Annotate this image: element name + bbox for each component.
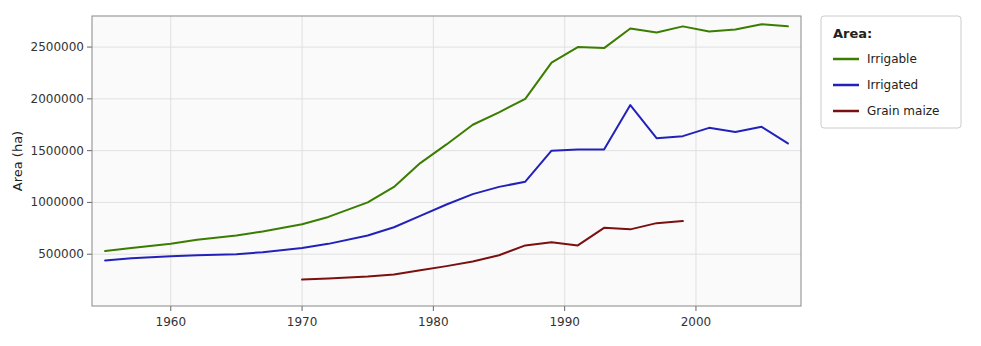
chart-container: 500000 1000000 1500000 2000000 2500000 1960 19… bbox=[0, 0, 981, 346]
tick-mark bbox=[433, 306, 434, 311]
axes: 500000 1000000 1500000 2000000 2500000 1960 19… bbox=[31, 16, 801, 329]
tick-mark bbox=[170, 306, 171, 311]
series-line bbox=[105, 24, 788, 251]
series-line bbox=[105, 105, 788, 260]
tick-label: 1990 bbox=[549, 315, 580, 329]
tick-mark bbox=[695, 306, 696, 311]
legend-title: Area: bbox=[833, 26, 872, 41]
legend-label: Irrigated bbox=[867, 78, 918, 92]
legend-swatch bbox=[833, 58, 859, 61]
grid-line bbox=[92, 98, 801, 99]
tick-label: 1000000 bbox=[31, 195, 84, 209]
tick-label: 1980 bbox=[418, 315, 449, 329]
legend-swatch bbox=[833, 84, 859, 87]
tick-label: 2000 bbox=[681, 315, 712, 329]
y-axis-label: Area (ha) bbox=[10, 131, 25, 191]
legend: Area: Irrigable Irrigated Grain maize bbox=[821, 16, 961, 128]
tick-mark bbox=[302, 306, 303, 311]
grid-line bbox=[433, 16, 434, 306]
tick-label: 2500000 bbox=[31, 40, 84, 54]
chart: 500000 1000000 1500000 2000000 2500000 1960 19… bbox=[0, 0, 981, 346]
series-line bbox=[302, 221, 683, 280]
legend-label: Grain maize bbox=[867, 104, 939, 118]
tick-label: 500000 bbox=[38, 247, 84, 261]
tick-label: 1500000 bbox=[31, 144, 84, 158]
lines bbox=[105, 24, 788, 279]
legend-swatch bbox=[833, 110, 859, 113]
grid-line bbox=[302, 16, 303, 306]
tick-label: 1960 bbox=[156, 315, 187, 329]
tick-mark bbox=[87, 254, 92, 255]
tick-mark bbox=[87, 202, 92, 203]
tick-mark bbox=[87, 47, 92, 48]
grid-line bbox=[92, 202, 801, 203]
tick-mark bbox=[87, 150, 92, 151]
plot-frame bbox=[92, 16, 801, 306]
plot-area bbox=[92, 16, 801, 306]
legend-label: Irrigable bbox=[867, 52, 917, 66]
tick-label: 1970 bbox=[287, 315, 318, 329]
grid-line bbox=[92, 150, 801, 151]
grid-line bbox=[564, 16, 565, 306]
grid-line bbox=[170, 16, 171, 306]
legend-box bbox=[821, 16, 961, 128]
grid-line bbox=[695, 16, 696, 306]
tick-mark bbox=[564, 306, 565, 311]
grid bbox=[92, 16, 801, 306]
tick-mark bbox=[87, 98, 92, 99]
grid-line bbox=[92, 47, 801, 48]
tick-label: 2000000 bbox=[31, 92, 84, 106]
